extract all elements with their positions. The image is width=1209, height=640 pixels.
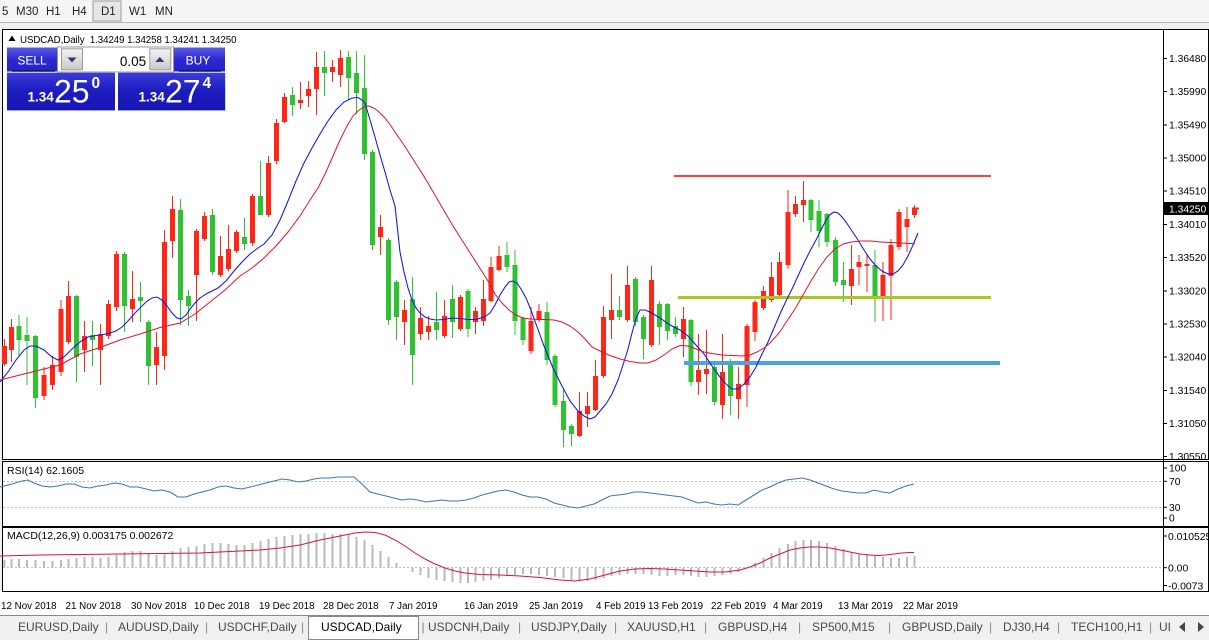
- svg-text:5: 5: [2, 6, 8, 18]
- svg-text:27: 27: [165, 74, 201, 110]
- svg-text:1.35000: 1.35000: [1169, 154, 1206, 165]
- svg-text:UI: UI: [1159, 620, 1171, 634]
- svg-text:M30: M30: [16, 6, 38, 18]
- svg-text:TECH100,H1: TECH100,H1: [1071, 620, 1143, 634]
- svg-text:13 Mar 2019: 13 Mar 2019: [838, 601, 893, 612]
- svg-text:|: |: [1149, 620, 1152, 634]
- svg-text:1.32040: 1.32040: [1169, 353, 1206, 364]
- svg-text:SP500,M15: SP500,M15: [812, 620, 875, 634]
- svg-text:|: |: [888, 620, 891, 634]
- svg-text:USDJPY,Daily: USDJPY,Daily: [531, 620, 607, 634]
- svg-text:1.30550: 1.30550: [1169, 452, 1206, 463]
- svg-text:1.31540: 1.31540: [1169, 386, 1206, 397]
- svg-text:USDCAD,Daily 1.34249 1.34258: USDCAD,Daily 1.34249 1.34258 1.34241 1.3…: [20, 35, 237, 46]
- svg-text:30 Nov 2018: 30 Nov 2018: [131, 601, 187, 612]
- svg-text:1.33520: 1.33520: [1169, 253, 1206, 264]
- svg-text:0: 0: [92, 75, 101, 92]
- svg-text:MACD(12,26,9) 0.003175 0.00267: MACD(12,26,9) 0.003175 0.002672: [7, 530, 174, 542]
- svg-text:H4: H4: [72, 6, 87, 18]
- svg-text:|: |: [1057, 620, 1060, 634]
- svg-text:1.35490: 1.35490: [1169, 121, 1206, 132]
- svg-text:1.34510: 1.34510: [1169, 187, 1206, 198]
- svg-text:70: 70: [1169, 477, 1181, 488]
- svg-text:100: 100: [1169, 464, 1186, 475]
- svg-text:13 Feb 2019: 13 Feb 2019: [648, 601, 703, 612]
- svg-text:25: 25: [54, 74, 90, 110]
- svg-text:28 Dec 2018: 28 Dec 2018: [323, 601, 379, 612]
- svg-text:D1: D1: [101, 6, 116, 18]
- svg-text:22 Mar 2019: 22 Mar 2019: [903, 601, 958, 612]
- svg-text:1.35990: 1.35990: [1169, 87, 1206, 98]
- svg-text:12 Nov 2018: 12 Nov 2018: [1, 601, 57, 612]
- svg-text:7 Jan 2019: 7 Jan 2019: [389, 601, 437, 612]
- svg-text:|: |: [798, 620, 801, 634]
- svg-text:DJ30,H4: DJ30,H4: [1003, 620, 1050, 634]
- svg-text:GBPUSD,Daily: GBPUSD,Daily: [902, 620, 983, 634]
- svg-text:1.36480: 1.36480: [1169, 54, 1206, 65]
- svg-text:GBPUSD,H4: GBPUSD,H4: [718, 620, 788, 634]
- svg-text:USDCNH,Daily: USDCNH,Daily: [428, 620, 509, 634]
- svg-text:16 Jan 2019: 16 Jan 2019: [464, 601, 518, 612]
- svg-text:EURUSD,Daily: EURUSD,Daily: [18, 620, 99, 634]
- svg-text:1.34: 1.34: [139, 90, 166, 105]
- svg-text:|: |: [518, 620, 521, 634]
- svg-text:|: |: [614, 620, 617, 634]
- svg-text:1.32530: 1.32530: [1169, 320, 1206, 331]
- svg-text:BUY: BUY: [186, 54, 211, 68]
- svg-text:|: |: [301, 620, 304, 634]
- svg-text:30: 30: [1169, 503, 1181, 514]
- svg-text:21 Nov 2018: 21 Nov 2018: [66, 601, 122, 612]
- svg-text:|: |: [205, 620, 208, 634]
- svg-text:AUDUSD,Daily: AUDUSD,Daily: [118, 620, 199, 634]
- svg-text:H1: H1: [46, 6, 61, 18]
- svg-text:USDCHF,Daily: USDCHF,Daily: [218, 620, 297, 634]
- svg-text:19 Dec 2018: 19 Dec 2018: [259, 601, 315, 612]
- svg-text:0.00: 0.00: [1168, 564, 1188, 575]
- svg-text:SELL: SELL: [17, 54, 47, 68]
- svg-text:0: 0: [1169, 514, 1175, 525]
- svg-text:-0.0073: -0.0073: [1168, 582, 1203, 593]
- svg-text:4 Feb 2019: 4 Feb 2019: [596, 601, 646, 612]
- svg-text:|: |: [704, 620, 707, 634]
- svg-text:4: 4: [203, 75, 212, 92]
- svg-text:1.34250: 1.34250: [1169, 204, 1206, 215]
- svg-text:1.34010: 1.34010: [1169, 220, 1206, 231]
- svg-text:0.010525: 0.010525: [1168, 532, 1209, 543]
- svg-text:XAUUSD,H1: XAUUSD,H1: [627, 620, 696, 634]
- svg-text:1.34: 1.34: [28, 90, 55, 105]
- svg-text:1.31050: 1.31050: [1169, 419, 1206, 430]
- svg-text:0.05: 0.05: [120, 54, 146, 69]
- svg-text:1.33020: 1.33020: [1169, 287, 1206, 298]
- svg-text:W1: W1: [129, 6, 146, 18]
- svg-text:4 Mar 2019: 4 Mar 2019: [773, 601, 823, 612]
- svg-text:10 Dec 2018: 10 Dec 2018: [194, 601, 250, 612]
- svg-text:|: |: [989, 620, 992, 634]
- svg-text:|: |: [422, 620, 425, 634]
- svg-text:|: |: [105, 620, 108, 634]
- svg-text:22 Feb 2019: 22 Feb 2019: [711, 601, 766, 612]
- svg-text:MN: MN: [155, 6, 173, 18]
- svg-text:25 Jan 2019: 25 Jan 2019: [529, 601, 583, 612]
- svg-text:USDCAD,Daily: USDCAD,Daily: [321, 620, 402, 634]
- svg-text:RSI(14) 62.1605: RSI(14) 62.1605: [7, 465, 84, 477]
